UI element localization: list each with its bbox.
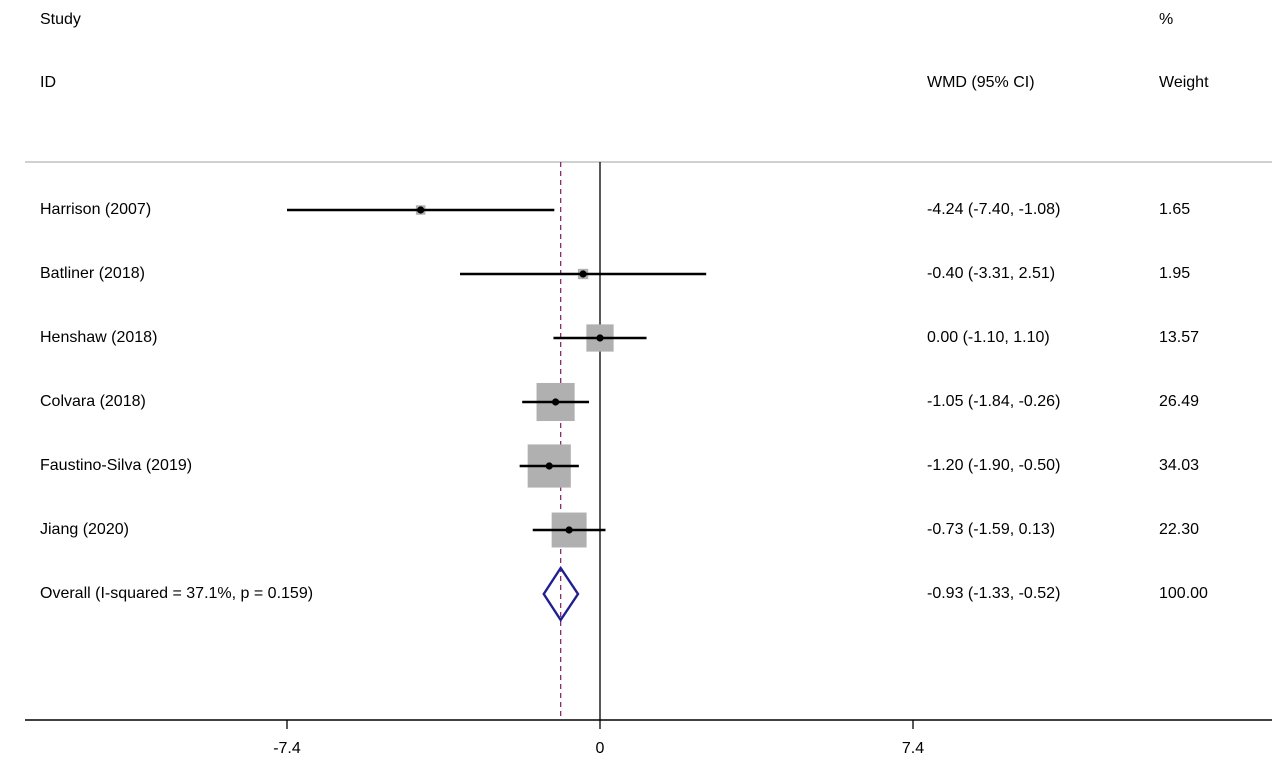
weight-value: 34.03 <box>1159 457 1199 474</box>
point-estimate <box>417 206 425 214</box>
overall-diamond <box>542 565 580 623</box>
study-label: Faustino-Silva (2019) <box>40 457 192 474</box>
point-estimate <box>565 526 573 534</box>
study-label: Harrison (2007) <box>40 201 151 218</box>
weight-value: 1.95 <box>1159 265 1190 282</box>
study-label: Colvara (2018) <box>40 393 146 410</box>
weight-header: Weight <box>1159 74 1209 91</box>
point-estimate <box>551 398 560 406</box>
study-label: Jiang (2020) <box>40 521 129 538</box>
ci-value: -4.24 (-7.40, -1.08) <box>927 201 1060 218</box>
ci-value: 0.00 (-1.10, 1.10) <box>927 329 1050 346</box>
study-header: Study <box>40 11 81 28</box>
point-estimate <box>579 270 587 278</box>
effect-header: WMD (95% CI) <box>927 74 1035 91</box>
overall-ci-value: -0.93 (-1.33, -0.52) <box>927 585 1060 602</box>
weight-value: 22.30 <box>1159 521 1199 538</box>
overall-label: Overall (I-squared = 37.1%, p = 0.159) <box>40 585 313 602</box>
ci-value: -0.40 (-3.31, 2.51) <box>927 265 1055 282</box>
x-tick-label: -7.4 <box>273 740 301 757</box>
id-header: ID <box>40 74 56 91</box>
percent-header: % <box>1159 11 1174 28</box>
study-label: Henshaw (2018) <box>40 329 157 346</box>
study-label: Batliner (2018) <box>40 265 145 282</box>
weight-value: 13.57 <box>1159 329 1199 346</box>
x-tick-label: 0 <box>596 740 605 757</box>
ci-value: -1.20 (-1.90, -0.50) <box>927 457 1060 474</box>
weight-value: 1.65 <box>1159 201 1190 218</box>
ci-value: -0.73 (-1.59, 0.13) <box>927 521 1055 538</box>
ci-value: -1.05 (-1.84, -0.26) <box>927 393 1060 410</box>
overall-weight-value: 100.00 <box>1159 585 1208 602</box>
point-estimate <box>596 334 604 342</box>
x-tick-label: 7.4 <box>902 740 924 757</box>
weight-value: 26.49 <box>1159 393 1199 410</box>
point-estimate <box>545 462 553 470</box>
